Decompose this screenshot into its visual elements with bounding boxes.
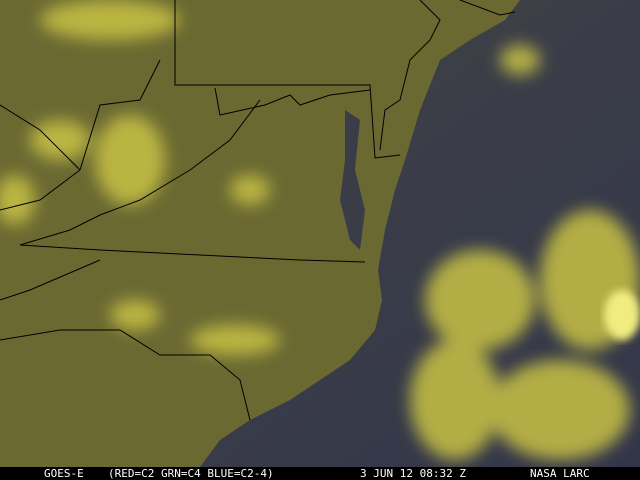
chesapeake-bay <box>340 110 365 250</box>
channel-label: (RED=C2 GRN=C4 BLUE=C2-4) <box>108 467 274 480</box>
clouds <box>0 0 640 460</box>
source-label: NASA LARC <box>530 467 590 480</box>
datetime-label: 3 JUN 12 08:32 Z <box>360 467 466 480</box>
state-borders <box>0 0 516 421</box>
satellite-label: GOES-E <box>44 467 84 480</box>
bright-cloud-core <box>604 290 640 340</box>
caption-bar: GOES-E (RED=C2 GRN=C4 BLUE=C2-4) 3 JUN 1… <box>0 467 640 480</box>
satellite-map <box>0 0 640 467</box>
